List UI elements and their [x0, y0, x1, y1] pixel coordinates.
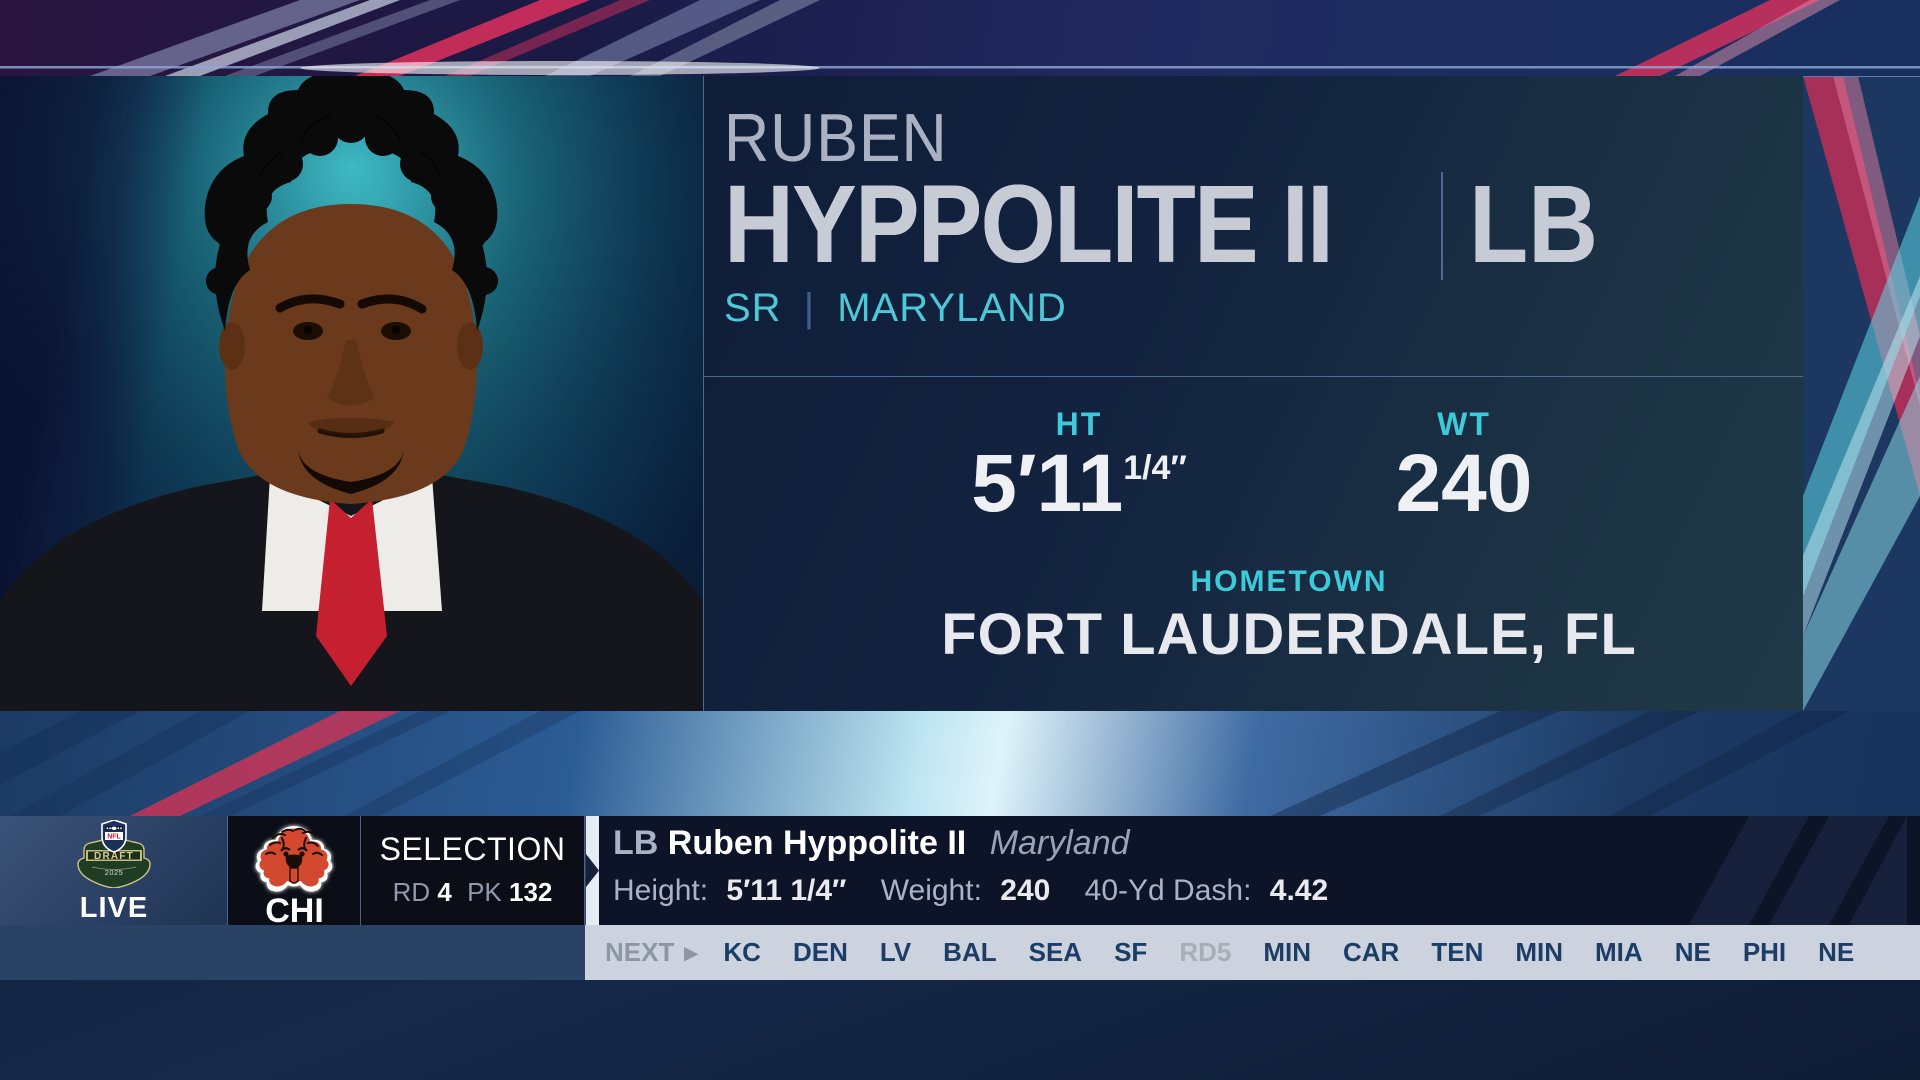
svg-text:NFL: NFL: [107, 834, 121, 841]
svg-text:2025: 2025: [105, 868, 124, 877]
